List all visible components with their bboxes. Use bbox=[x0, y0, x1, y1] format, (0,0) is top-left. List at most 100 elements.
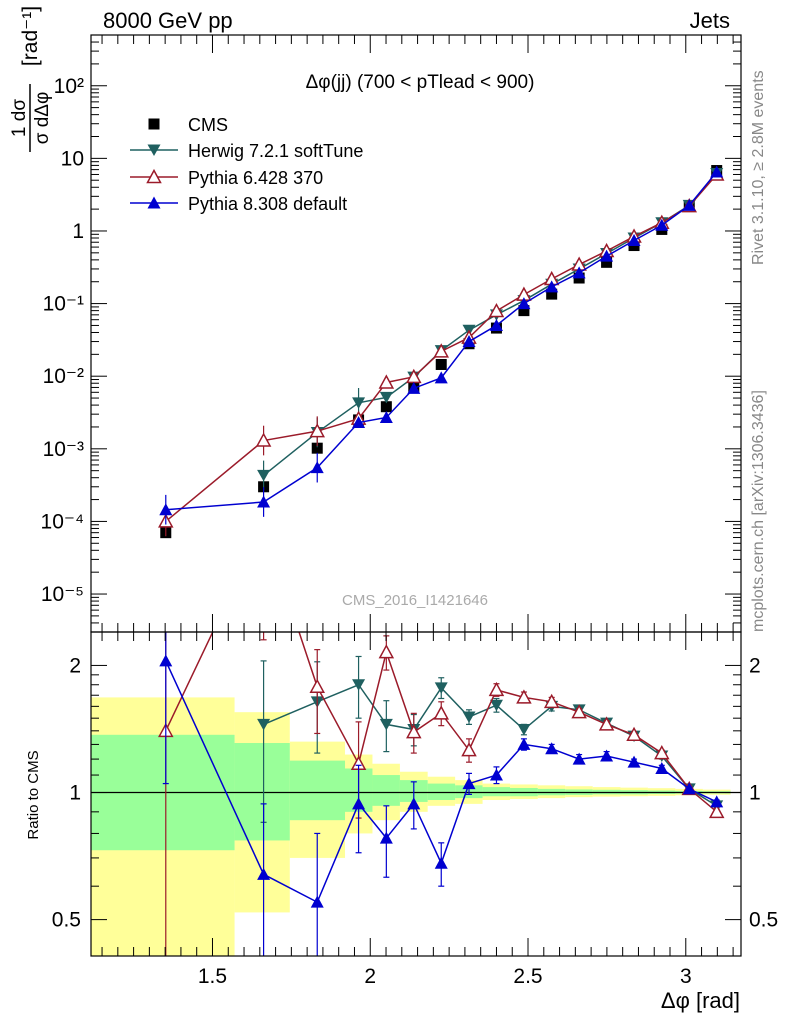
legend-marker-cms bbox=[148, 118, 160, 130]
main-y-tick-label: 10 bbox=[61, 147, 84, 170]
data-point-cms bbox=[380, 401, 392, 413]
data-point-pythia-8-308-default bbox=[407, 381, 421, 394]
ratio-xlabel: Δφ [rad] bbox=[661, 988, 740, 1013]
series-line-pythia-8-308-default bbox=[165, 171, 718, 511]
data-point-cms bbox=[311, 442, 323, 454]
ratio-point-herwig-7-2-1-softtune bbox=[462, 711, 476, 723]
ratio-point-pythia-6-428-370 bbox=[488, 681, 505, 697]
main-axis-ticks: 10⁻⁵ 10⁻⁴ 10⁻³ 10⁻² 10⁻¹ 1 10 10² bbox=[41, 34, 741, 633]
data-point-pythia-8-308-default bbox=[434, 371, 448, 384]
data-point-pythia-6-428-370 bbox=[309, 423, 325, 438]
legend-marker-herwig-7-2-1-softtune bbox=[147, 144, 161, 156]
ratio-plot-content bbox=[91, 519, 741, 956]
ratio-point-pythia-6-428-370 bbox=[571, 704, 587, 719]
data-point-pythia-8-308-default bbox=[710, 165, 724, 178]
main-y-tick-label: 10⁻⁵ bbox=[41, 583, 84, 606]
ylabel-numerator: 1 dσ bbox=[9, 99, 30, 137]
data-point-herwig-7-2-1-softtune bbox=[379, 391, 393, 404]
data-point-pythia-8-308-default bbox=[489, 318, 503, 331]
ratio-point-pythia-6-428-370 bbox=[708, 803, 725, 819]
data-point-pythia-8-308-default bbox=[517, 297, 531, 310]
ratio-point-herwig-7-2-1-softtune bbox=[517, 724, 531, 736]
main-panel: 10⁻⁵ 10⁻⁴ 10⁻³ 10⁻² 10⁻¹ 1 10 10² Δφ(jj) (700 <… bbox=[41, 34, 742, 633]
data-point-pythia-8-308-default bbox=[682, 198, 696, 211]
main-y-tick-label: 10⁻¹ bbox=[43, 293, 84, 316]
rivet-note: Rivet 3.1.10, ≥ 2.8M events bbox=[750, 70, 767, 265]
header-right: Jets bbox=[690, 8, 730, 33]
data-point-pythia-6-428-370 bbox=[255, 432, 272, 447]
legend-marker-pythia-6-428-370 bbox=[146, 168, 162, 184]
main-y-tick-label: 10⁻² bbox=[43, 365, 84, 388]
ratio-point-herwig-7-2-1-softtune bbox=[434, 682, 448, 694]
ratio-point-herwig-7-2-1-softtune bbox=[489, 699, 503, 712]
ratio-point-pythia-6-428-370 bbox=[626, 726, 642, 742]
ylabel-denominator: σ dΔφ bbox=[32, 92, 53, 145]
legend-marker-pythia-8-308-default bbox=[147, 196, 161, 209]
ratio-line-herwig-7-2-1-softtune bbox=[263, 683, 718, 807]
main-ylabel: 1 dσ σ dΔφ [rad⁻¹] bbox=[9, 6, 53, 152]
uncertainty-band-inner bbox=[427, 783, 456, 801]
ratio-point-pythia-6-428-370 bbox=[257, 519, 270, 531]
data-point-pythia-8-308-default bbox=[572, 266, 586, 279]
ratio-point-pythia-6-428-370 bbox=[598, 716, 615, 731]
legend-label: Pythia 6.428 370 bbox=[188, 168, 323, 188]
ratio-x-tick-label: 3 bbox=[680, 965, 692, 988]
data-point-pythia-6-428-370 bbox=[433, 343, 450, 358]
uncertainty-band-inner bbox=[372, 775, 400, 806]
ratio-point-pythia-6-428-370 bbox=[461, 742, 477, 757]
ratio-y-tick-label: 1 bbox=[69, 782, 81, 805]
data-point-pythia-8-308-default bbox=[600, 249, 614, 262]
ratio-point-pythia-8-308-default bbox=[310, 895, 324, 908]
legend-label: CMS bbox=[188, 115, 228, 135]
ratio-point-pythia-6-428-370 bbox=[309, 678, 325, 694]
data-point-herwig-7-2-1-softtune bbox=[257, 469, 271, 482]
ratio-point-pythia-8-308-default bbox=[352, 797, 366, 810]
data-point-pythia-8-308-default bbox=[627, 233, 641, 246]
legend-label: Pythia 8.308 default bbox=[188, 194, 347, 214]
ratio-point-pythia-6-428-370 bbox=[378, 644, 395, 659]
data-point-pythia-8-308-default bbox=[655, 218, 669, 231]
ratio-x-tick-label: 2.5 bbox=[513, 965, 542, 988]
ratio-point-pythia-8-308-default bbox=[655, 761, 669, 774]
data-point-herwig-7-2-1-softtune bbox=[352, 397, 366, 409]
ratio-point-pythia-8-308-default bbox=[462, 777, 476, 790]
data-point-pythia-8-308-default bbox=[159, 503, 173, 516]
main-plot-content bbox=[158, 165, 725, 539]
ratio-ylabel: Ratio to CMS bbox=[25, 750, 42, 839]
ylabel-unit: [rad⁻¹] bbox=[19, 6, 42, 66]
ratio-point-pythia-8-308-default bbox=[545, 742, 559, 755]
main-y-tick-label: 1 bbox=[72, 220, 84, 243]
ratio-point-pythia-8-308-default bbox=[517, 737, 531, 750]
ratio-axes-frame bbox=[90, 631, 742, 957]
series-line-herwig-7-2-1-softtune bbox=[263, 172, 718, 477]
ratio-axis-ticks: 0.5 0.5 1 1 2 2 1.5 2 2.5 3 bbox=[52, 632, 778, 988]
mcplots-note: mcplots.cern.ch [arXiv:1306.3436] bbox=[750, 390, 767, 632]
data-point-cms bbox=[435, 358, 447, 370]
main-y-tick-label: 10⁻⁴ bbox=[41, 510, 84, 533]
ratio-point-pythia-8-308-default bbox=[600, 749, 614, 762]
ratio-point-pythia-8-308-default bbox=[572, 752, 586, 765]
ratio-point-pythia-8-308-default bbox=[159, 654, 173, 667]
ratio-point-pythia-8-308-default bbox=[710, 795, 724, 808]
legend: CMS Herwig 7.2.1 softTune Pythia 6.428 370… bbox=[130, 115, 363, 214]
ratio-point-pythia-6-428-370 bbox=[654, 745, 670, 760]
data-point-pythia-8-308-default bbox=[379, 410, 393, 423]
ratio-y-tick-label: 0.5 bbox=[52, 909, 81, 932]
main-y-tick-label: 10⁻³ bbox=[43, 438, 84, 461]
ratio-point-pythia-6-428-370 bbox=[433, 705, 450, 720]
ratio-y-tick-label-right: 2 bbox=[749, 654, 761, 677]
ratio-point-pythia-6-428-370 bbox=[516, 689, 532, 704]
ratio-x-tick-label: 2 bbox=[364, 965, 376, 988]
ratio-point-herwig-7-2-1-softtune bbox=[379, 718, 393, 731]
data-point-cms bbox=[518, 305, 530, 317]
data-point-pythia-8-308-default bbox=[545, 280, 559, 293]
legend-label: Herwig 7.2.1 softTune bbox=[188, 141, 363, 161]
ratio-point-pythia-8-308-default bbox=[379, 831, 393, 844]
ratio-point-pythia-8-308-default bbox=[257, 867, 271, 880]
ratio-y-tick-label-right: 0.5 bbox=[749, 909, 778, 932]
ratio-point-herwig-7-2-1-softtune bbox=[352, 679, 366, 691]
ratio-point-pythia-8-308-default bbox=[627, 755, 641, 768]
ratio-panel: 0.5 0.5 1 1 2 2 1.5 2 2.5 3 bbox=[52, 519, 778, 988]
ratio-point-pythia-8-308-default bbox=[682, 782, 696, 795]
